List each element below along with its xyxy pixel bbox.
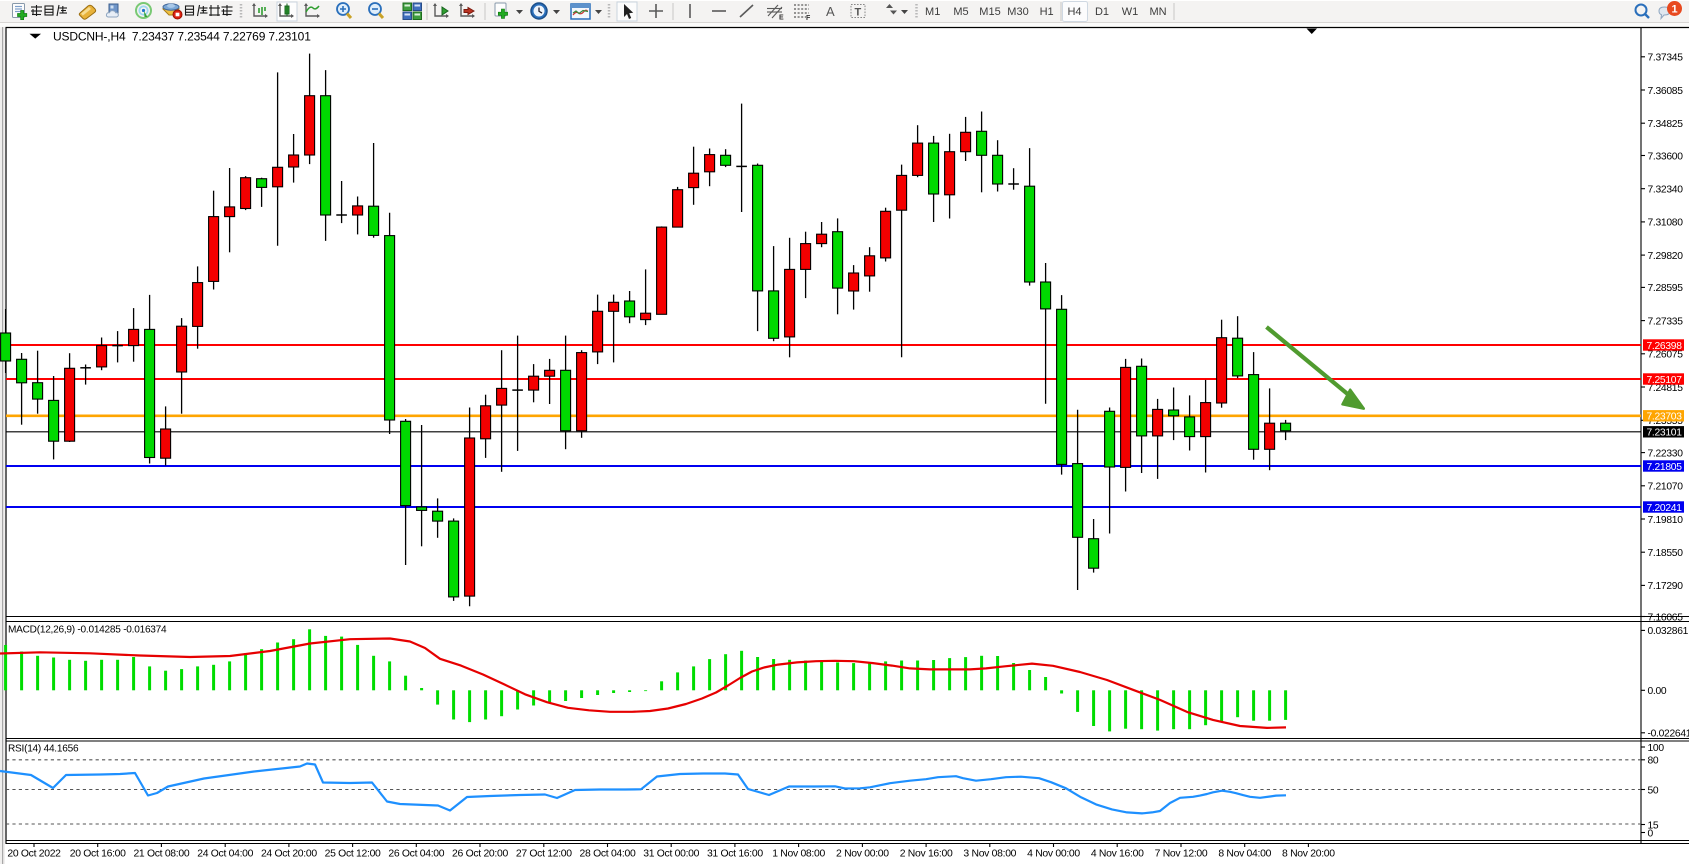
svg-text:7.16065: 7.16065 bbox=[1648, 612, 1684, 623]
svg-text:7.23555: 7.23555 bbox=[1648, 416, 1684, 427]
svg-text:7.36085: 7.36085 bbox=[1648, 86, 1684, 97]
svg-text:7.28595: 7.28595 bbox=[1648, 283, 1684, 294]
svg-text:0.032861: 0.032861 bbox=[1648, 626, 1689, 637]
svg-text:-0.022641: -0.022641 bbox=[1648, 729, 1689, 740]
svg-text:3 Nov 08:00: 3 Nov 08:00 bbox=[963, 849, 1016, 860]
svg-text:80: 80 bbox=[1648, 756, 1659, 767]
svg-text:T: T bbox=[855, 7, 862, 19]
svg-text:7.23101: 7.23101 bbox=[1647, 428, 1683, 439]
svg-text:7.26075: 7.26075 bbox=[1648, 350, 1684, 361]
svg-text:H1: H1 bbox=[1040, 6, 1054, 18]
svg-text:20 Oct 2022: 20 Oct 2022 bbox=[7, 849, 61, 860]
svg-text:25 Oct 12:00: 25 Oct 12:00 bbox=[325, 849, 381, 860]
svg-text:8 Nov 20:00: 8 Nov 20:00 bbox=[1282, 849, 1335, 860]
svg-text:4 Nov 16:00: 4 Nov 16:00 bbox=[1091, 849, 1144, 860]
svg-text:F: F bbox=[806, 15, 811, 22]
svg-text:MN: MN bbox=[1149, 6, 1166, 18]
svg-text:MACD(12,26,9) -0.014285 -0.016: MACD(12,26,9) -0.014285 -0.016374 bbox=[8, 625, 167, 636]
svg-text:7.20241: 7.20241 bbox=[1647, 503, 1683, 514]
svg-text:0: 0 bbox=[1648, 828, 1654, 839]
svg-text:H4: H4 bbox=[1067, 6, 1081, 18]
svg-text:24 Oct 20:00: 24 Oct 20:00 bbox=[261, 849, 317, 860]
svg-text:M30: M30 bbox=[1007, 6, 1028, 18]
svg-text:D1: D1 bbox=[1095, 6, 1109, 18]
svg-text:7.17290: 7.17290 bbox=[1648, 581, 1684, 592]
svg-text:1: 1 bbox=[1671, 4, 1677, 16]
svg-text:7.26398: 7.26398 bbox=[1647, 341, 1683, 352]
svg-text:50: 50 bbox=[1648, 785, 1659, 796]
svg-text:USDCNH-,H4 7.23437 7.23544 7.: USDCNH-,H4 7.23437 7.23544 7.22769 7.231… bbox=[53, 30, 311, 44]
svg-text:7 Nov 12:00: 7 Nov 12:00 bbox=[1155, 849, 1208, 860]
svg-text:7.37345: 7.37345 bbox=[1648, 53, 1684, 64]
svg-text:7.25107: 7.25107 bbox=[1647, 375, 1683, 386]
svg-text:7.29820: 7.29820 bbox=[1648, 251, 1684, 262]
svg-text:7.33600: 7.33600 bbox=[1648, 151, 1684, 162]
svg-text:7.24815: 7.24815 bbox=[1648, 383, 1684, 394]
svg-text:7.18550: 7.18550 bbox=[1648, 548, 1684, 559]
svg-text:A: A bbox=[826, 4, 835, 19]
svg-text:M15: M15 bbox=[979, 6, 1000, 18]
svg-text:E: E bbox=[779, 15, 784, 22]
svg-text:7.31080: 7.31080 bbox=[1648, 218, 1684, 229]
svg-text:M1: M1 bbox=[925, 6, 940, 18]
svg-text:27 Oct 12:00: 27 Oct 12:00 bbox=[516, 849, 572, 860]
svg-text:W1: W1 bbox=[1122, 6, 1139, 18]
svg-text:2 Nov 00:00: 2 Nov 00:00 bbox=[836, 849, 889, 860]
svg-text:31 Oct 00:00: 31 Oct 00:00 bbox=[643, 849, 699, 860]
svg-text:7.34825: 7.34825 bbox=[1648, 119, 1684, 130]
svg-text:7.21805: 7.21805 bbox=[1647, 462, 1683, 473]
svg-text:15: 15 bbox=[1648, 820, 1659, 831]
svg-text:7.32340: 7.32340 bbox=[1648, 185, 1684, 196]
svg-text:26 Oct 20:00: 26 Oct 20:00 bbox=[452, 849, 508, 860]
svg-text:21 Oct 08:00: 21 Oct 08:00 bbox=[133, 849, 189, 860]
svg-text:24 Oct 04:00: 24 Oct 04:00 bbox=[197, 849, 253, 860]
svg-text:M5: M5 bbox=[953, 6, 968, 18]
svg-text:26 Oct 04:00: 26 Oct 04:00 bbox=[388, 849, 444, 860]
svg-text:7.27335: 7.27335 bbox=[1648, 316, 1684, 327]
svg-text:7.19810: 7.19810 bbox=[1648, 515, 1684, 526]
svg-text:20 Oct 16:00: 20 Oct 16:00 bbox=[70, 849, 126, 860]
svg-text:7.22330: 7.22330 bbox=[1648, 448, 1684, 459]
svg-text:2 Nov 16:00: 2 Nov 16:00 bbox=[900, 849, 953, 860]
svg-text:0.00: 0.00 bbox=[1648, 686, 1667, 697]
svg-text:1 Nov 08:00: 1 Nov 08:00 bbox=[772, 849, 825, 860]
svg-text:RSI(14) 44.1656: RSI(14) 44.1656 bbox=[8, 744, 79, 755]
svg-text:8 Nov 04:00: 8 Nov 04:00 bbox=[1218, 849, 1271, 860]
svg-text:7.23703: 7.23703 bbox=[1647, 412, 1683, 423]
svg-text:28 Oct 04:00: 28 Oct 04:00 bbox=[580, 849, 636, 860]
svg-text:31 Oct 16:00: 31 Oct 16:00 bbox=[707, 849, 763, 860]
svg-text:100: 100 bbox=[1648, 743, 1665, 754]
svg-text:4 Nov 00:00: 4 Nov 00:00 bbox=[1027, 849, 1080, 860]
svg-text:7.21070: 7.21070 bbox=[1648, 482, 1684, 493]
